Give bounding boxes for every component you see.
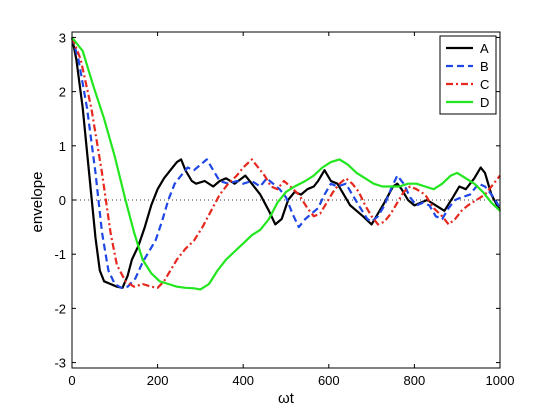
y-tick-label: -3 xyxy=(54,356,66,371)
y-tick-label: 3 xyxy=(59,30,66,45)
x-tick-label: 600 xyxy=(318,373,340,388)
legend-label-a: A xyxy=(480,41,489,56)
y-tick-label: 0 xyxy=(59,193,66,208)
y-tick-label: -2 xyxy=(54,301,66,316)
x-tick-label: 400 xyxy=(232,373,254,388)
y-axis-label: envelope xyxy=(29,172,46,233)
legend-label-d: D xyxy=(480,95,489,110)
series-line-c xyxy=(70,36,501,289)
legend-label-b: B xyxy=(480,59,489,74)
x-tick-label: 800 xyxy=(404,373,426,388)
x-axis-label: ωt xyxy=(278,390,295,407)
y-tick-label: 2 xyxy=(59,85,66,100)
x-tick-label: 1000 xyxy=(486,373,515,388)
y-tick-label: 1 xyxy=(59,139,66,154)
y-tick-label: -1 xyxy=(54,247,66,262)
series-line-d xyxy=(71,36,501,291)
x-tick-label: 0 xyxy=(68,373,75,388)
x-tick-label: 200 xyxy=(147,373,169,388)
series-line-b xyxy=(70,37,501,289)
legend-label-c: C xyxy=(480,77,489,92)
